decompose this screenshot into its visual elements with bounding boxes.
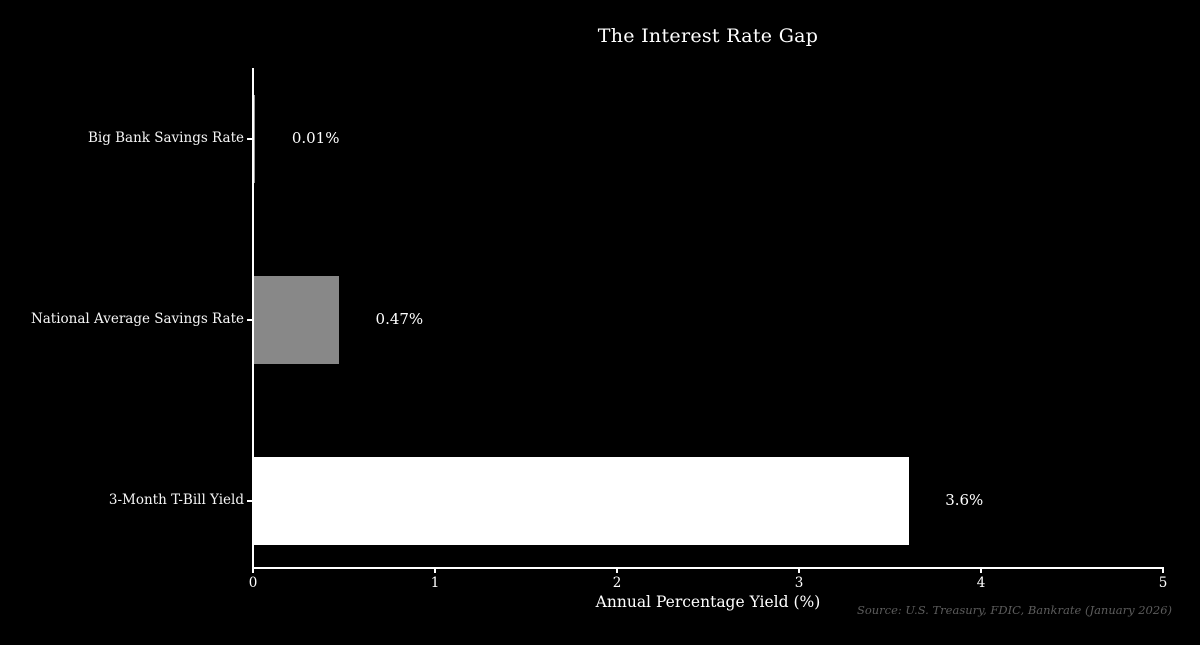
x-tick-mark	[252, 568, 254, 573]
x-tick-label: 5	[1158, 575, 1168, 591]
bar	[253, 95, 256, 183]
x-tick-label: 4	[976, 575, 986, 591]
y-tick-label: Big Bank Savings Rate	[87, 130, 244, 146]
x-tick-mark	[434, 568, 436, 573]
x-tick-label: 3	[794, 575, 804, 591]
y-tick-label: 3-Month T-Bill Yield	[108, 492, 244, 508]
x-tick-mark	[980, 568, 982, 573]
y-tick-mark	[247, 319, 253, 321]
y-tick-mark	[247, 500, 253, 502]
source-note: Source: U.S. Treasury, FDIC, Bankrate (J…	[856, 603, 1172, 617]
bar-value-label: 3.6%	[945, 491, 984, 509]
x-tick-label: 1	[430, 575, 440, 591]
x-tick-label: 2	[612, 575, 622, 591]
bar	[253, 457, 909, 545]
x-tick-mark	[798, 568, 800, 573]
x-axis-label: Annual Percentage Yield (%)	[595, 593, 821, 611]
x-axis-spine	[252, 567, 1164, 569]
bar	[253, 276, 340, 364]
x-tick-label: 0	[248, 575, 258, 591]
x-tick-mark	[616, 568, 618, 573]
y-axis-spine	[252, 68, 254, 569]
y-tick-label: National Average Savings Rate	[30, 311, 244, 327]
chart-title: The Interest Rate Gap	[597, 25, 819, 47]
x-tick-mark	[1162, 568, 1164, 573]
bar-value-label: 0.47%	[375, 310, 424, 328]
bar-value-label: 0.01%	[291, 129, 340, 147]
y-tick-mark	[247, 138, 253, 140]
